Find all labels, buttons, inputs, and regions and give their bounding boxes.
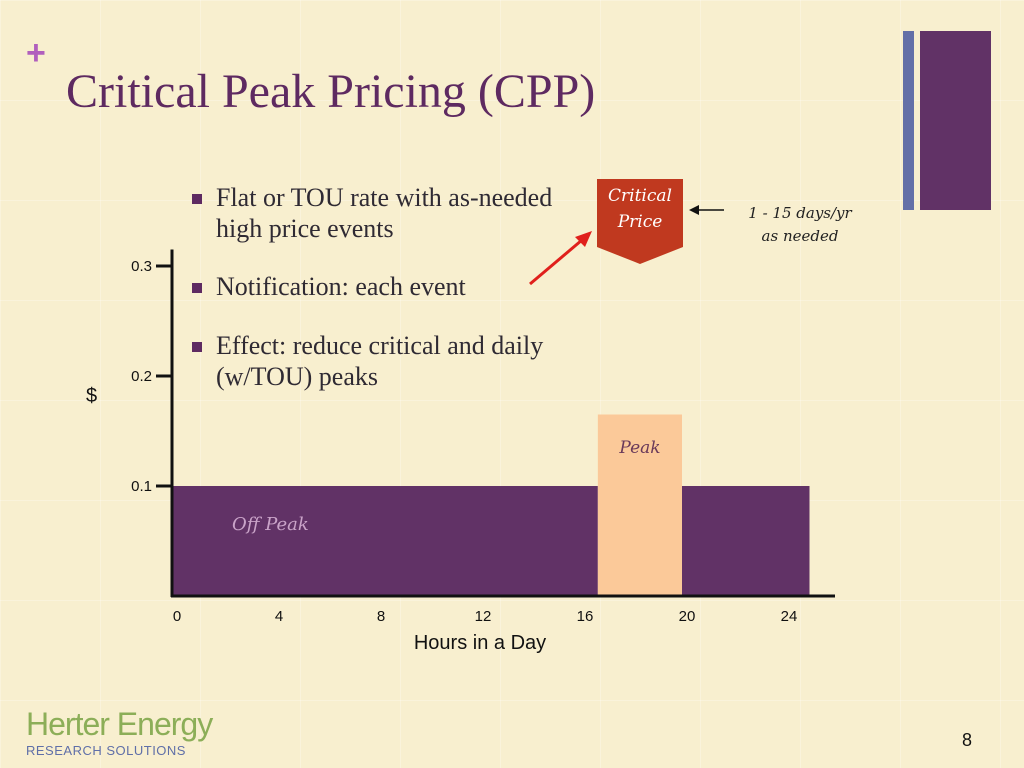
critical-price-badge: Critical Price (597, 179, 683, 264)
red-arrow-line (529, 238, 583, 286)
x-tick-label: 8 (377, 608, 385, 625)
x-tick-label: 16 (577, 608, 594, 625)
x-axis-label: Hours in a Day (413, 632, 547, 654)
x-tick-label: 12 (475, 608, 492, 625)
decorative-bar-thin (903, 31, 914, 210)
bullet-item-rate: Flat or TOU rate with as-needed high pri… (192, 182, 576, 244)
bullet-item-effect: Effect: reduce critical and daily (w/TOU… (192, 330, 596, 392)
note-arrow-head (689, 205, 699, 215)
off-peak-label: Off Peak (232, 514, 309, 535)
chart-ticks: 0.1 0.2 0.3 0 4 8 12 16 20 24 (131, 258, 797, 625)
y-tick-label: 0.2 (131, 368, 152, 385)
y-axis-label: $ (86, 385, 98, 407)
note-line1: 1 - 15 days/yr (748, 204, 852, 222)
decorative-bar-wide (920, 31, 991, 210)
plus-icon: + (26, 34, 46, 72)
logo-subtext: RESEARCH SOLUTIONS (26, 743, 186, 758)
critical-badge-line1: Critical (608, 186, 672, 206)
slide-title: Critical Peak Pricing (CPP) (66, 65, 596, 118)
herter-energy-logo: Herter Energy RESEARCH SOLUTIONS (26, 706, 226, 762)
off-peak-bar-0 (172, 486, 598, 596)
chart-bars (172, 414, 810, 596)
bullet-item-notification: Notification: each event (192, 271, 576, 302)
x-tick-label: 0 (173, 608, 181, 625)
y-tick-label: 0.3 (131, 258, 152, 275)
red-arrow-head (575, 231, 592, 247)
chart-axes (170, 249, 835, 598)
peak-bar-1 (597, 414, 682, 596)
peak-label: Peak (619, 438, 661, 458)
critical-badge-line2: Price (617, 212, 663, 232)
x-tick-label: 24 (781, 608, 798, 625)
note-line2: as needed (761, 227, 839, 245)
off-peak-bar-2 (682, 486, 810, 596)
critical-days-note: 1 - 15 days/yr as needed (730, 202, 870, 248)
y-tick-label: 0.1 (131, 478, 152, 495)
x-tick-label: 4 (275, 608, 283, 625)
x-tick-label: 20 (679, 608, 696, 625)
logo-text: Herter Energy (26, 706, 213, 742)
slide-number: 8 (962, 730, 973, 750)
